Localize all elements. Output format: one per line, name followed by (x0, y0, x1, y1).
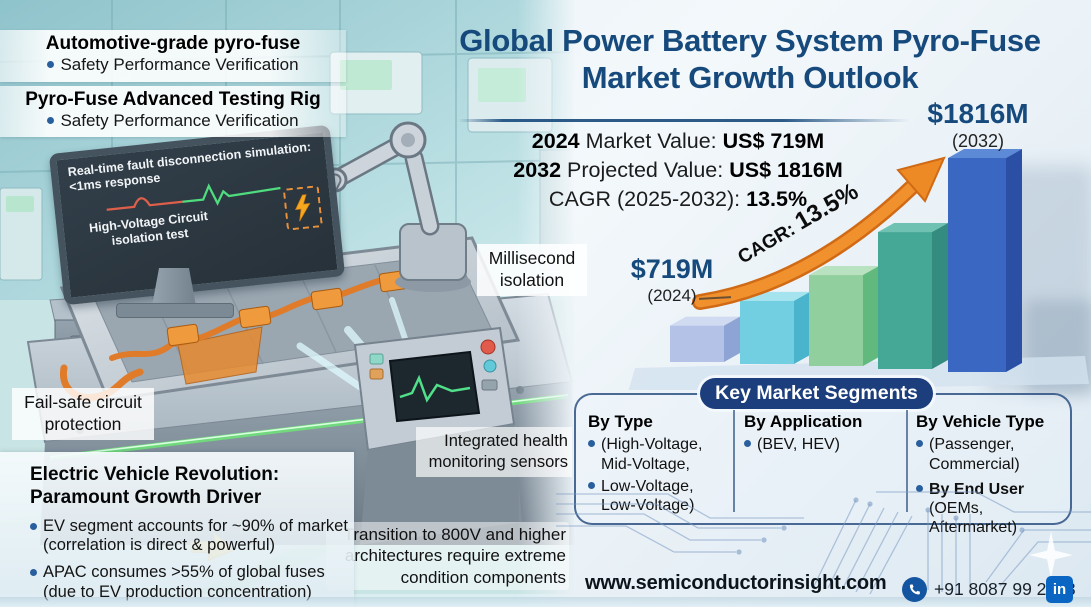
stat-2024: 2024 Market Value: US$ 719M (531, 129, 825, 153)
ev-bullet-1: EV segment accounts for ~90% of market (… (30, 517, 354, 557)
callout-testing-rig: Pyro-Fuse Advanced Testing Rig Safety Pe… (0, 86, 346, 137)
segment-item: (BEV, HEV) (757, 436, 840, 454)
control-panel-device (353, 326, 522, 545)
page-title-line2: Market Growth Outlook (581, 60, 919, 96)
bullet-dot (47, 61, 55, 69)
website-link[interactable]: www.semiconductorinsight.com (585, 572, 887, 594)
callout-title: Automotive-grade pyro-fuse (45, 33, 301, 54)
segment-subheading: By End User (929, 480, 1025, 498)
callout-bullet: Safety Performance Verification (60, 111, 299, 131)
segment-item: (High-Voltage, (601, 436, 703, 454)
title-divider (458, 119, 910, 122)
end-value-label: $1816M (2032) (906, 98, 1050, 152)
lightning-bolt-icon (282, 185, 323, 231)
stat-2032: 2032 Projected Value: US$ 1816M (513, 157, 843, 182)
ev-heading-line1: Electric Vehicle Revolution: (30, 464, 280, 485)
bullet-dot (744, 440, 751, 448)
segment-heading: By Type (588, 412, 653, 431)
callout-transition-800v: Transition to 800V and higher architectu… (326, 522, 569, 590)
monitor-device: Real-time fault disconnection simulation… (48, 124, 346, 306)
ev-bullet-2-line2: (due to EV production concentration) (43, 582, 312, 601)
segment-col-by-application: By Application (BEV, HEV) (744, 412, 899, 455)
ev-bullet-2: APAC consumes >55% of global fuses (due … (30, 563, 354, 603)
monitor-stand (152, 268, 196, 306)
market-stats: 2024 Market Value: US$ 719M 2032 Project… (448, 127, 908, 213)
ev-bullet-1-line2: (correlation is direct & powerful) (43, 536, 275, 555)
ev-bullet-2-line1: APAC consumes >55% of global fuses (43, 563, 325, 582)
segment-item: Mid-Voltage, (601, 455, 690, 473)
bullet-dot (30, 522, 37, 530)
ev-bullet-1-line1: EV segment accounts for ~90% of market (43, 516, 348, 535)
segment-item: (Passenger, (929, 436, 1015, 454)
ev-heading-line2: Paramount Growth Driver (30, 486, 262, 508)
monitor-base (116, 303, 234, 318)
circuit-traces-decor (556, 491, 1091, 595)
start-year: (2024) (647, 286, 697, 305)
ev-revolution-panel: Electric Vehicle Revolution: Paramount G… (0, 452, 354, 607)
segment-separator (733, 410, 735, 512)
segment-separator (906, 410, 908, 512)
bullet-dot (916, 484, 923, 492)
bullet-dot (588, 440, 595, 448)
segment-item: Low-Voltage) (601, 496, 695, 514)
segment-heading: By Vehicle Type (916, 412, 1045, 431)
page-title-line1: Global Power Battery System Pyro-Fuse (459, 23, 1041, 58)
callout-millisecond: Millisecond isolation (477, 244, 587, 296)
bullet-dot (916, 440, 923, 448)
end-year: (2032) (951, 131, 1005, 151)
stat-cagr: CAGR (2025-2032): 13.5% (548, 186, 808, 211)
bullet-dot (588, 481, 595, 489)
start-value: $719M (630, 254, 714, 284)
fault-waveform (106, 183, 281, 211)
segment-item: Low-Voltage, (601, 477, 694, 495)
key-market-segments-box (574, 393, 1072, 525)
callout-failsafe: Fail-safe circuit protection (12, 388, 154, 440)
key-market-segments-header: Key Market Segments (700, 378, 933, 409)
bullet-dot (30, 569, 37, 577)
segment-col-by-vehicle-type: By Vehicle Type (Passenger, Commercial) B… (916, 412, 1072, 537)
callout-title: Pyro-Fuse Advanced Testing Rig (25, 89, 321, 110)
segment-item: Commercial) (929, 455, 1020, 473)
callout-sensors: Integrated health monitoring sensors (416, 427, 572, 477)
bottom-edge-strip (0, 597, 1091, 607)
start-value-label: $719M (2024) (610, 254, 734, 306)
bullet-dot (47, 117, 55, 125)
chart-bars (670, 149, 1022, 372)
robot-arm (311, 121, 471, 292)
callout-bullet: Safety Performance Verification (60, 55, 299, 75)
segment-heading: By Application (744, 412, 863, 431)
linkedin-icon[interactable]: in (1046, 576, 1073, 603)
page-title: Global Power Battery System Pyro-Fuse Ma… (415, 22, 1085, 96)
segment-item: (OEMs, Aftermarket) (929, 499, 1018, 537)
callout-automotive-pyro-fuse: Automotive-grade pyro-fuse Safety Perfor… (0, 30, 346, 82)
end-value: $1816M (927, 98, 1029, 129)
segment-col-by-type: By Type (High-Voltage, Mid-Voltage, Low-V… (588, 412, 730, 515)
phone-icon (902, 577, 927, 602)
phone-number: +91 8087 99 2013 (934, 579, 1076, 599)
